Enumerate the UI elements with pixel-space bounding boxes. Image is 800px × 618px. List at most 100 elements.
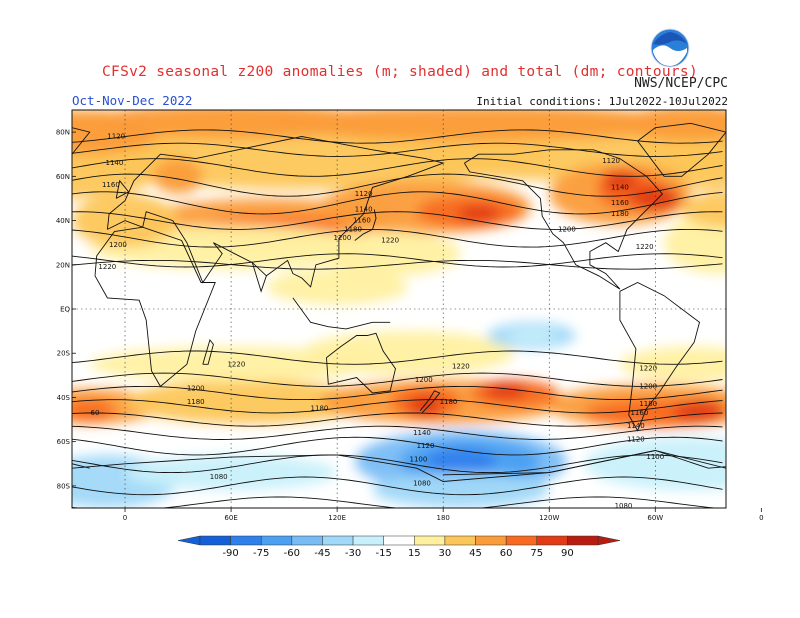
coastline-europe-uk bbox=[753, 181, 765, 199]
contour-label: 1180 bbox=[440, 398, 458, 406]
contour-label: 1200 bbox=[109, 241, 127, 249]
colorbar-label: -45 bbox=[314, 548, 330, 559]
contour-label: 1180 bbox=[311, 405, 329, 413]
coastline-africa bbox=[731, 227, 800, 386]
height-contour bbox=[72, 129, 723, 144]
lon-tick-label: 120W bbox=[539, 514, 559, 522]
coastline-south-america bbox=[0, 283, 63, 431]
colorbar-swatch bbox=[352, 535, 384, 546]
height-contour bbox=[72, 253, 723, 268]
contour-label: 1120 bbox=[417, 442, 435, 450]
colorbar-label: 90 bbox=[561, 548, 574, 559]
anomaly-area bbox=[72, 399, 115, 422]
coastline-australia bbox=[326, 332, 396, 394]
contour-label: 1160 bbox=[630, 409, 648, 417]
anomaly-area bbox=[483, 381, 527, 400]
coastline-indonesia bbox=[292, 297, 391, 330]
anomaly-area bbox=[506, 328, 557, 343]
colorbar-swatch bbox=[230, 535, 262, 546]
contour-label: 1140 bbox=[355, 206, 373, 214]
colorbar-label: -60 bbox=[284, 548, 300, 559]
contour-label: 1080 bbox=[210, 473, 228, 481]
lon-tick-label: 120E bbox=[328, 514, 346, 522]
coastline-africa bbox=[94, 226, 216, 388]
lon-tick-label: 0 bbox=[123, 514, 127, 522]
coastline-greenland bbox=[636, 122, 726, 177]
colorbar-label: -15 bbox=[376, 548, 392, 559]
contour-label: 1180 bbox=[187, 398, 205, 406]
colorbar-arrow-left bbox=[177, 535, 201, 546]
height-contour bbox=[72, 454, 723, 474]
lat-tick-label: EQ bbox=[60, 306, 70, 314]
colorbar-swatch bbox=[475, 535, 507, 546]
height-contour bbox=[72, 211, 723, 230]
lat-tick-label: 20N bbox=[56, 261, 70, 269]
anomaly-area bbox=[319, 231, 461, 276]
lat-tick-label: 60N bbox=[56, 173, 70, 181]
height-contour bbox=[72, 496, 720, 508]
colorbar-label: -30 bbox=[345, 548, 361, 559]
colorbar-swatch bbox=[383, 535, 415, 546]
anomaly-area bbox=[407, 395, 444, 418]
chart-title: CFSv2 seasonal z200 anomalies (m; shaded… bbox=[102, 64, 698, 80]
coastline-eurasia bbox=[106, 136, 445, 288]
colorbar-swatch bbox=[505, 535, 538, 546]
contour-label: 1120 bbox=[355, 190, 373, 198]
colorbar-swatch bbox=[322, 535, 354, 546]
contour-label: 1100 bbox=[646, 453, 664, 461]
colorbar-swatch bbox=[567, 535, 599, 546]
anomaly-area bbox=[672, 399, 726, 422]
coastline-europe-uk bbox=[115, 179, 130, 199]
anomaly-area bbox=[681, 191, 726, 228]
contour-label: 1220 bbox=[452, 362, 470, 370]
height-contour bbox=[72, 425, 723, 440]
anomaly-area bbox=[301, 331, 514, 376]
colorbar-label: -90 bbox=[222, 548, 238, 559]
contour-label: 1220 bbox=[227, 360, 245, 368]
contour-label: 1200 bbox=[334, 234, 352, 242]
contour-label: 1140 bbox=[106, 159, 124, 167]
coastline-eurasia bbox=[744, 137, 800, 287]
height-contour bbox=[72, 412, 723, 427]
height-contour bbox=[72, 350, 723, 365]
contour-label: 1220 bbox=[98, 263, 116, 271]
coastline-new-zealand bbox=[419, 390, 441, 414]
contour-label: 1180 bbox=[344, 225, 362, 233]
season-label: Oct-Nov-Dec 2022 bbox=[72, 93, 193, 108]
colorbar-swatch bbox=[444, 535, 476, 546]
colorbar: -90 -75 -60 -45 -30 -15 15 30 45 60 75 90 bbox=[177, 535, 621, 559]
contour-label: 1140 bbox=[627, 422, 645, 430]
height-contour bbox=[72, 385, 723, 401]
height-contour bbox=[72, 142, 723, 157]
height-contour bbox=[72, 191, 723, 215]
contour-label: 1120 bbox=[627, 435, 645, 443]
lon-tick-label: 60W bbox=[647, 514, 663, 522]
colorbar-label: -75 bbox=[253, 548, 269, 559]
anomaly-area bbox=[125, 454, 338, 491]
lat-tick-label: 40S bbox=[57, 394, 71, 402]
anomaly-area bbox=[584, 437, 726, 491]
coastline-north-america bbox=[464, 149, 664, 290]
colorbar-label: 45 bbox=[469, 548, 482, 559]
lon-tick-label: 180 bbox=[437, 514, 450, 522]
contour-label: 1180 bbox=[639, 400, 657, 408]
contour-label: 1120 bbox=[107, 133, 125, 141]
anomaly-area bbox=[266, 110, 691, 141]
colorbar-label: 30 bbox=[439, 548, 452, 559]
height-contour bbox=[72, 476, 723, 496]
contour-label: 1080 bbox=[413, 480, 431, 488]
colorbar-swatch bbox=[536, 535, 568, 546]
lat-tick-label: 80S bbox=[57, 482, 71, 490]
contour-label: 1160 bbox=[353, 217, 371, 225]
lat-tick-label: 80N bbox=[56, 129, 70, 137]
coastline-south-america bbox=[619, 281, 701, 432]
coastline-india-tip bbox=[251, 262, 267, 293]
contour-label: 1200 bbox=[187, 385, 205, 393]
height-contour bbox=[72, 158, 723, 177]
contour-label: 60 bbox=[91, 409, 100, 417]
colorbar-arrow-right bbox=[597, 535, 621, 546]
contour-label: 1220 bbox=[636, 243, 654, 251]
colorbar-swatch bbox=[199, 535, 231, 546]
contour-label: 1120 bbox=[602, 157, 620, 165]
